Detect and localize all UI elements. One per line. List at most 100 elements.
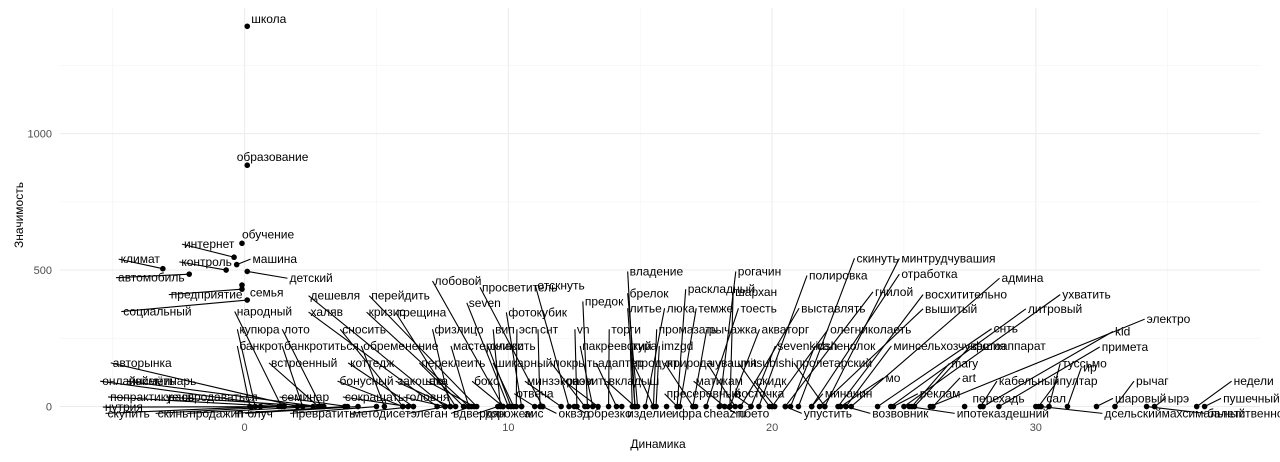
point-label: снижить bbox=[490, 339, 536, 353]
label-leader-line bbox=[181, 243, 235, 258]
label-leader-line bbox=[824, 258, 900, 407]
point-label: нутрия bbox=[105, 400, 143, 414]
label-leader-line bbox=[187, 405, 314, 414]
label-leader-line bbox=[550, 362, 586, 407]
y-tick-label: 1000 bbox=[28, 129, 52, 141]
point-label: чувашия bbox=[709, 356, 757, 370]
point-label: лобовой bbox=[435, 274, 482, 288]
data-point bbox=[766, 403, 773, 410]
point-label: попрактикуешь bbox=[110, 390, 194, 404]
label-leader-line bbox=[515, 329, 518, 407]
data-point bbox=[837, 403, 844, 410]
label-leader-line bbox=[166, 396, 319, 408]
data-point bbox=[589, 403, 596, 410]
label-leader-line bbox=[911, 363, 950, 407]
data-point bbox=[531, 403, 538, 410]
data-point bbox=[239, 240, 245, 247]
data-point bbox=[703, 403, 709, 410]
label-leader-line bbox=[877, 328, 992, 407]
label-leader-line bbox=[118, 258, 163, 270]
data-point bbox=[771, 403, 778, 410]
data-point bbox=[906, 403, 913, 410]
label-leader-line bbox=[652, 329, 658, 407]
data-point bbox=[848, 403, 855, 410]
data-point bbox=[558, 403, 564, 410]
data-point bbox=[692, 403, 699, 410]
point-label: адаптер bbox=[598, 356, 644, 370]
point-label: скидк bbox=[756, 374, 787, 388]
point-label: блуч bbox=[247, 406, 273, 420]
data-point bbox=[595, 403, 601, 410]
point-label: контроль bbox=[181, 255, 232, 269]
point-label: скорожем bbox=[479, 406, 533, 420]
point-label: отвеча bbox=[516, 387, 554, 401]
point-label: вип bbox=[495, 322, 515, 336]
point-label: развить bbox=[566, 374, 610, 388]
label-leader-line bbox=[737, 362, 770, 407]
point-label: интернет bbox=[184, 237, 235, 251]
point-label: seven bbox=[469, 296, 501, 310]
label-leader-line bbox=[784, 291, 874, 407]
label-leader-line bbox=[629, 345, 633, 407]
point-label: брелок bbox=[630, 286, 670, 300]
point-label: литровый bbox=[1028, 302, 1082, 316]
label-leader-line bbox=[450, 345, 470, 407]
point-label: ифра bbox=[672, 406, 702, 420]
point-label: фотоаппарат bbox=[973, 339, 1047, 353]
data-point bbox=[355, 403, 361, 410]
label-leader-line bbox=[513, 393, 536, 408]
point-label: перехадь bbox=[973, 391, 1025, 405]
data-point bbox=[721, 403, 728, 410]
data-point bbox=[244, 297, 251, 303]
label-leader-line bbox=[564, 380, 599, 407]
data-point bbox=[373, 403, 380, 410]
data-point bbox=[468, 403, 475, 410]
label-leader-line bbox=[664, 393, 678, 407]
data-points bbox=[160, 23, 1208, 410]
point-label: рычажка bbox=[709, 322, 758, 336]
label-leader-line bbox=[1196, 380, 1232, 407]
data-point bbox=[727, 403, 733, 410]
label-leader-line bbox=[932, 377, 961, 407]
x-tick-label: 30 bbox=[1030, 422, 1042, 434]
grid bbox=[60, 8, 1260, 412]
label-leader-line bbox=[290, 405, 377, 414]
label-leader-line bbox=[771, 328, 829, 407]
data-point bbox=[381, 403, 388, 410]
point-label: восхитительно bbox=[925, 288, 1007, 302]
data-point bbox=[252, 403, 258, 410]
label-leader-line bbox=[121, 299, 248, 313]
point-label: образование bbox=[237, 150, 309, 164]
data-point bbox=[315, 403, 322, 410]
data-point bbox=[320, 403, 327, 410]
point-label: пакреевский bbox=[582, 339, 651, 353]
point-label: обучение bbox=[242, 228, 295, 242]
data-point bbox=[539, 403, 546, 410]
label-leader-line bbox=[706, 362, 736, 407]
point-label: машина bbox=[253, 252, 298, 266]
point-label: гнилой bbox=[875, 285, 913, 299]
point-label: продажип bbox=[189, 406, 244, 420]
data-point bbox=[748, 403, 754, 410]
data-point bbox=[632, 403, 638, 410]
label-leader-line bbox=[368, 295, 478, 407]
data-point bbox=[650, 403, 657, 410]
point-label: обременение bbox=[363, 339, 438, 353]
data-point bbox=[901, 403, 907, 410]
point-label: упустить bbox=[804, 406, 852, 420]
point-label: мо bbox=[885, 371, 900, 385]
data-point bbox=[1193, 403, 1200, 410]
label-leader-line bbox=[308, 295, 446, 407]
data-point bbox=[1201, 403, 1208, 410]
label-leader-line bbox=[729, 291, 734, 407]
data-point bbox=[843, 403, 849, 410]
data-point bbox=[160, 265, 166, 272]
data-point bbox=[239, 286, 245, 292]
data-point bbox=[816, 403, 823, 410]
data-point bbox=[977, 403, 984, 410]
label-leader-line bbox=[366, 311, 470, 407]
label-leader-line bbox=[890, 308, 1027, 407]
data-point bbox=[571, 403, 578, 410]
point-label: встроенный bbox=[271, 356, 337, 370]
